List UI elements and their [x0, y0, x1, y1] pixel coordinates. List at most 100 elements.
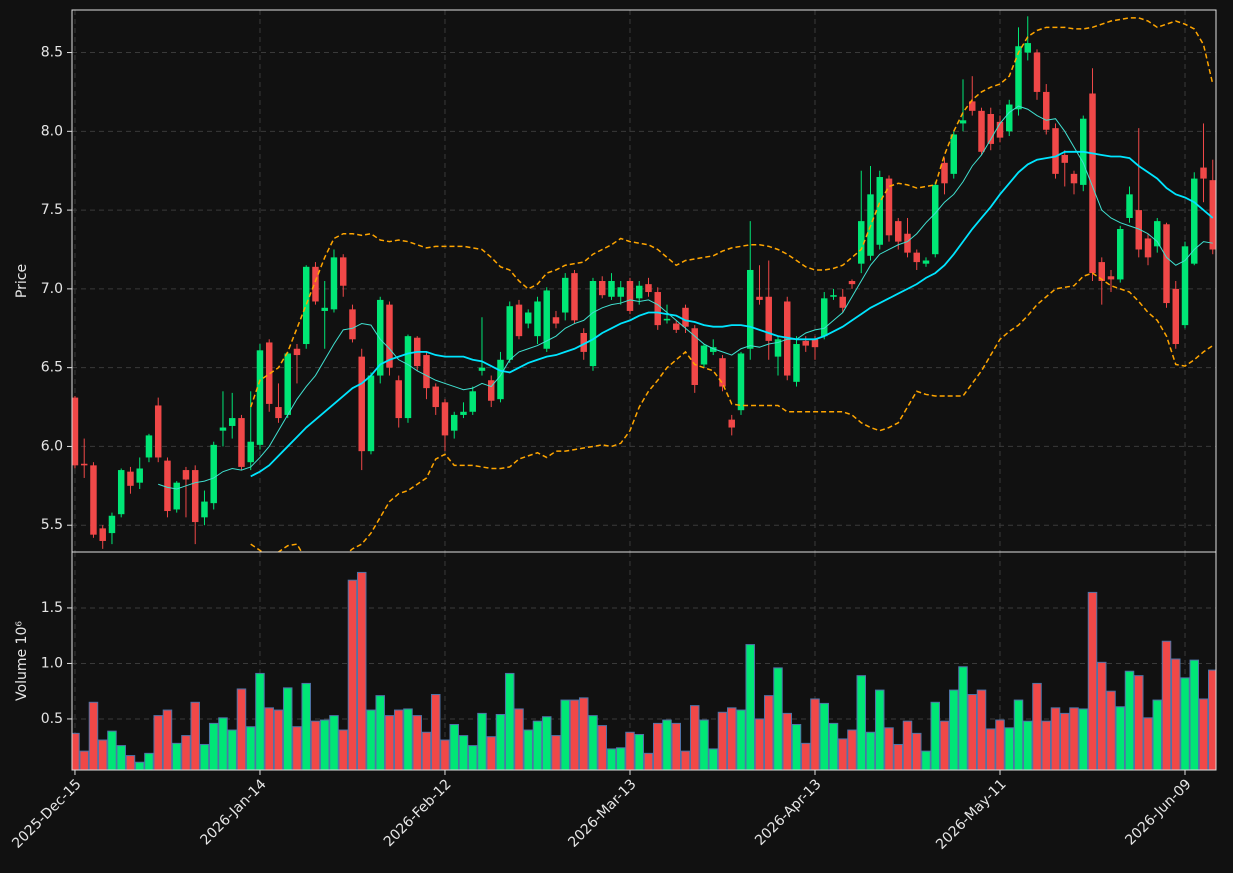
candle-body	[219, 427, 227, 431]
candle-body	[524, 312, 532, 324]
candle-body	[349, 309, 356, 340]
volume-bar	[532, 720, 543, 770]
overlay-line	[250, 272, 1214, 552]
volume-bar	[440, 739, 450, 770]
volume-bar	[329, 715, 339, 770]
candle-body	[895, 221, 902, 242]
volume-bar	[745, 644, 755, 770]
volume-bar	[190, 701, 200, 770]
candle-body	[302, 266, 310, 345]
candle-body	[339, 257, 347, 286]
y-tick-label: 0.5	[41, 711, 63, 727]
volume-bar	[699, 719, 709, 770]
candle-body	[312, 266, 319, 302]
candle-body	[1015, 46, 1022, 110]
candle-body	[1070, 173, 1078, 184]
volume-bar	[1171, 658, 1181, 770]
candle-body	[256, 350, 264, 445]
volume-bar	[199, 743, 210, 770]
candle-body	[1181, 246, 1189, 326]
volume-bar	[162, 709, 173, 770]
candle-body	[90, 465, 97, 535]
candle-body	[552, 317, 560, 324]
volume-bar	[874, 689, 885, 770]
volume-bar	[208, 722, 219, 770]
candle-body	[423, 355, 430, 389]
volume-bar	[976, 689, 987, 770]
volume-bar	[930, 701, 941, 770]
volume-bar	[125, 755, 136, 770]
candle-body	[737, 353, 745, 411]
candle-body	[191, 470, 199, 523]
candle-body	[950, 134, 957, 174]
volume-bar	[578, 697, 589, 770]
volume-bar	[449, 723, 459, 770]
volume-bar	[800, 742, 811, 770]
candle-body	[1172, 288, 1179, 345]
y-tick-label: 6.5	[41, 360, 63, 376]
price-axis-label: Price	[14, 264, 30, 298]
candle-body	[1200, 167, 1207, 179]
candle-body	[858, 221, 865, 264]
candle-body	[515, 304, 523, 337]
volume-bar	[523, 729, 533, 770]
volume-bar	[403, 708, 413, 770]
volume-bar	[708, 748, 718, 770]
candle-body	[238, 418, 245, 467]
candle-body	[376, 299, 384, 376]
candle-body	[793, 344, 800, 382]
volume-bar	[1004, 727, 1015, 770]
candle-body	[580, 332, 587, 352]
candle-body	[617, 287, 624, 297]
volume-bar	[310, 720, 321, 770]
volume-bar	[486, 736, 496, 770]
volume-bar	[319, 719, 330, 770]
candle-body	[774, 339, 782, 357]
volume-bar	[1041, 720, 1052, 770]
volume-bar	[347, 579, 358, 770]
candle-body	[626, 281, 634, 311]
volume-bar	[717, 711, 728, 770]
volume-bar	[292, 726, 302, 770]
candle-body	[330, 257, 338, 310]
volume-bar	[995, 719, 1005, 770]
candle-body	[497, 359, 504, 400]
volume-bar	[1078, 708, 1089, 770]
volume-bar	[384, 715, 395, 770]
candle-body	[645, 284, 652, 293]
candle-body	[673, 323, 680, 330]
volume-bar	[1198, 698, 1209, 770]
volume-bar	[144, 752, 154, 770]
volume-bar	[1106, 690, 1116, 770]
candle-body	[747, 269, 754, 349]
candle-body	[811, 339, 819, 348]
volume-bar	[375, 695, 385, 770]
volume-bar	[181, 735, 191, 770]
candle-body	[117, 470, 125, 515]
volume-bar	[245, 726, 256, 770]
volume-bar	[227, 729, 237, 770]
candle-body	[386, 304, 393, 368]
volume-bar	[985, 728, 996, 770]
candle-body	[922, 260, 930, 264]
volume-bar	[1152, 699, 1163, 770]
volume-bar	[763, 695, 774, 770]
candle-body	[321, 307, 328, 311]
volume-bar	[356, 571, 367, 770]
volume-bar	[736, 709, 746, 770]
volume-bar	[1115, 706, 1126, 770]
volume-bar	[921, 750, 931, 770]
candle-body	[80, 463, 88, 466]
volume-bar	[958, 666, 968, 770]
volume-bar	[514, 708, 524, 770]
volume-bar	[662, 719, 672, 770]
candle-body	[1107, 276, 1115, 280]
volume-bar	[847, 729, 857, 770]
volume-bar	[504, 672, 515, 770]
candle-body	[1191, 178, 1198, 264]
volume-bar	[643, 752, 654, 770]
y-tick-label: 6.0	[41, 438, 63, 454]
candle-body	[127, 471, 134, 486]
candle-body	[441, 402, 449, 436]
candle-body	[700, 345, 708, 365]
